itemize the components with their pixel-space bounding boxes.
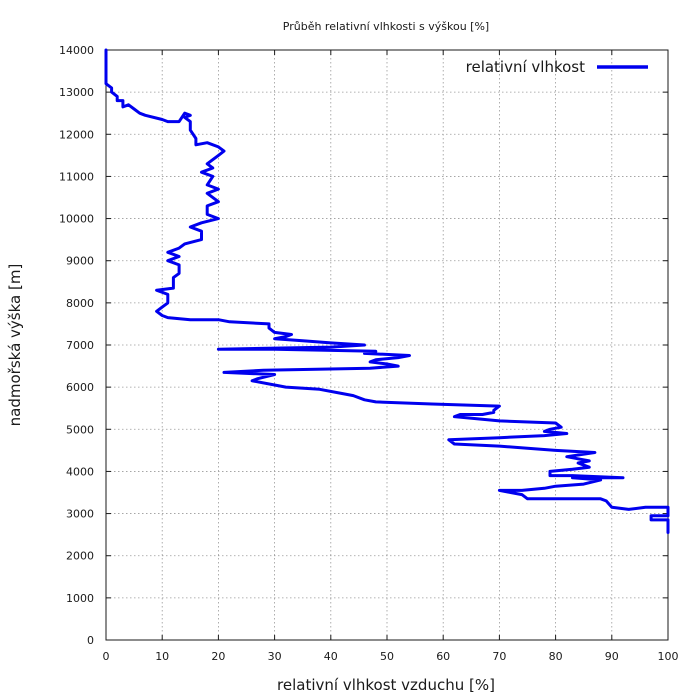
y-tick-label: 3000 (66, 508, 94, 521)
x-tick-label: 70 (492, 650, 506, 663)
x-tick-label: 20 (211, 650, 225, 663)
x-tick-label: 80 (549, 650, 563, 663)
x-tick-label: 40 (324, 650, 338, 663)
y-tick-label: 14000 (59, 44, 94, 57)
y-tick-label: 11000 (59, 170, 94, 183)
y-tick-label: 13000 (59, 86, 94, 99)
legend-label: relativní vlhkost (466, 58, 585, 76)
y-tick-label: 7000 (66, 339, 94, 352)
series-layer (104, 48, 670, 534)
x-tick-label: 10 (155, 650, 169, 663)
y-tick-label: 0 (87, 634, 94, 647)
x-tick-label: 60 (436, 650, 450, 663)
x-tick-label: 30 (268, 650, 282, 663)
series-line (104, 48, 670, 534)
y-tick-label: 9000 (66, 255, 94, 268)
x-tick-label: 50 (380, 650, 394, 663)
y-tick-label: 10000 (59, 213, 94, 226)
legend: relativní vlhkost (466, 58, 648, 76)
y-tick-label: 5000 (66, 423, 94, 436)
x-tick-label: 0 (103, 650, 110, 663)
grid (106, 50, 668, 640)
y-tick-labels: 0 1000 2000 3000 4000 5000 6000 7000 8000 9000 100… (59, 44, 94, 647)
y-tick-label: 6000 (66, 381, 94, 394)
x-tick-label: 90 (605, 650, 619, 663)
y-axis-label: nadmořská výška [m] (6, 264, 24, 427)
chart-title: Průběh relativní vlhkosti s výškou [%] (283, 20, 489, 33)
x-tick-labels: 0 10 20 30 40 50 60 70 80 90 100 (103, 650, 679, 663)
y-tick-label: 2000 (66, 550, 94, 563)
plot-frame (105, 49, 669, 641)
y-tick-label: 12000 (59, 128, 94, 141)
y-tick-label: 1000 (66, 592, 94, 605)
y-tick-label: 4000 (66, 465, 94, 478)
x-tick-label: 100 (658, 650, 679, 663)
y-tick-label: 8000 (66, 297, 94, 310)
x-axis-label: relativní vlhkost vzduchu [%] (277, 676, 495, 694)
